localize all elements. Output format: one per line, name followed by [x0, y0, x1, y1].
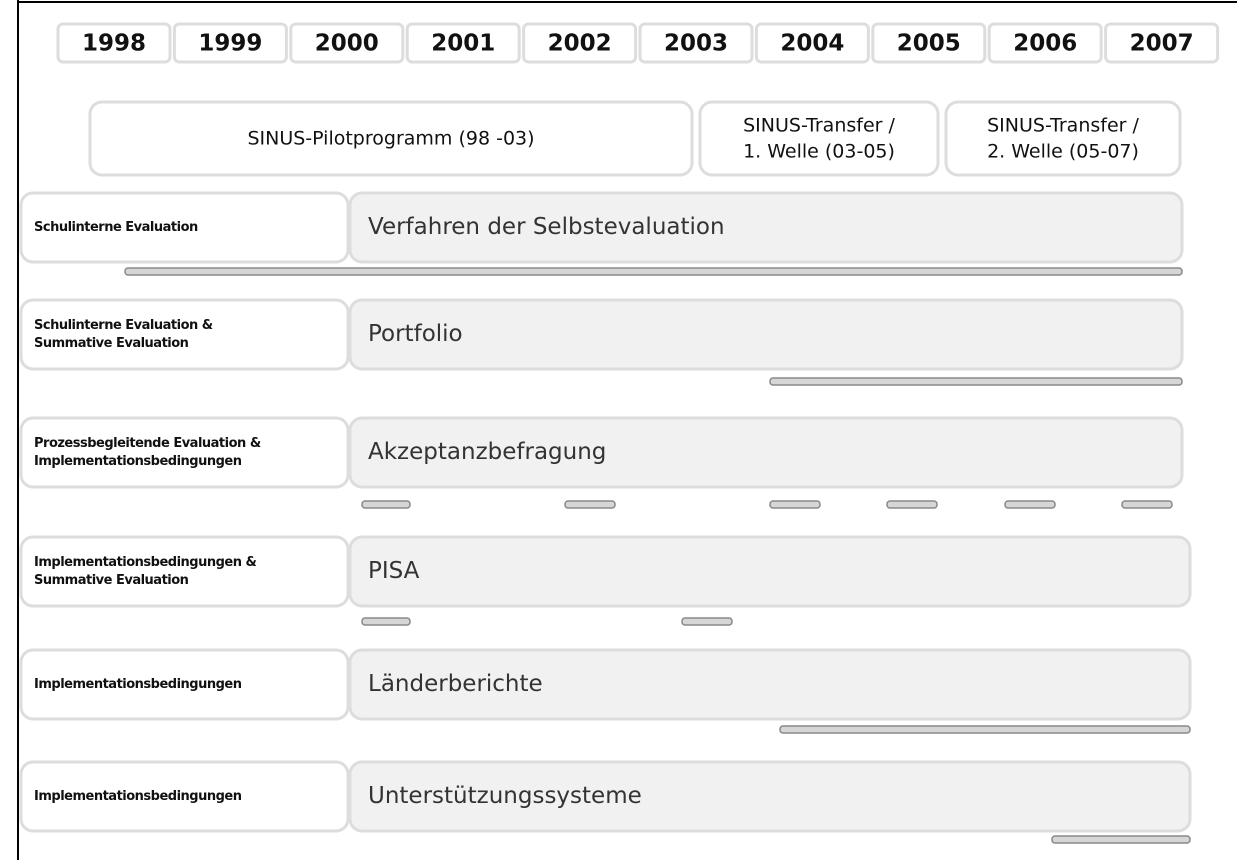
row-content-box: [348, 760, 1192, 833]
period-bar: [681, 617, 733, 626]
row-title: Portfolio: [368, 321, 463, 347]
row-label: Implementationsbedingungen: [34, 454, 242, 469]
row-title: Akzeptanzbefragung: [368, 439, 606, 465]
phase-box: [88, 100, 694, 177]
year-box: [172, 22, 288, 64]
year-box: [405, 22, 521, 64]
year-box: [871, 22, 987, 64]
row-label-box: [19, 648, 350, 721]
year-label: 2002: [548, 31, 612, 57]
period-bar: [124, 267, 1183, 276]
row-label-box: [19, 416, 350, 489]
year-box: [638, 22, 754, 64]
year-label: 2006: [1013, 31, 1077, 57]
period-bar: [779, 725, 1191, 734]
period-bar: [361, 617, 411, 626]
row-title: Unterstützungssysteme: [368, 783, 642, 809]
row-label: Summative Evaluation: [34, 573, 189, 588]
year-label: 2007: [1130, 31, 1194, 57]
row-label-box: [19, 191, 350, 264]
period-bar: [886, 500, 938, 509]
phase-label: SINUS-Transfer /: [743, 115, 895, 137]
row-title: Länderberichte: [368, 671, 543, 697]
year-label: 2004: [780, 31, 844, 57]
row-label: Implementationsbedingungen &: [34, 555, 257, 570]
row-label: Summative Evaluation: [34, 336, 189, 351]
phase-box: [698, 100, 940, 177]
period-bar: [769, 377, 1183, 386]
row-label: Prozessbegleitende Evaluation &: [34, 436, 261, 451]
row-content-box: [348, 298, 1184, 371]
row-title: Verfahren der Selbstevaluation: [368, 214, 725, 240]
row-content-box: [348, 535, 1192, 608]
phase-label: 1. Welle (03-05): [743, 141, 895, 163]
year-label: 2003: [664, 31, 728, 57]
year-label: 2001: [431, 31, 495, 57]
row-label-box: [19, 535, 350, 608]
phase-label: 2. Welle (05-07): [987, 141, 1139, 163]
period-bar: [769, 500, 821, 509]
year-box: [754, 22, 870, 64]
row-label: Schulinterne Evaluation: [34, 220, 198, 235]
year-box: [987, 22, 1103, 64]
row-label: Schulinterne Evaluation &: [34, 318, 213, 333]
row-label: Implementationsbedingungen: [34, 677, 242, 692]
year-label: 2005: [897, 31, 961, 57]
row-label: Implementationsbedingungen: [34, 789, 242, 804]
row-content-box: [348, 416, 1184, 489]
year-label: 1998: [82, 31, 146, 57]
period-bar: [1121, 500, 1173, 509]
year-box: [1104, 22, 1220, 64]
phase-label: SINUS-Transfer /: [987, 115, 1139, 137]
year-label: 1999: [198, 31, 262, 57]
year-label: 2000: [315, 31, 379, 57]
row-content-box: [348, 648, 1192, 721]
row-label-box: [19, 298, 350, 371]
period-bar: [1051, 835, 1191, 844]
period-bar: [564, 500, 616, 509]
row-label-box: [19, 760, 350, 833]
period-bar: [361, 500, 411, 509]
year-box: [289, 22, 405, 64]
row-content-box: [348, 191, 1184, 264]
period-bar: [1004, 500, 1056, 509]
year-box: [56, 22, 172, 64]
year-box: [522, 22, 638, 64]
phase-label: SINUS-Pilotprogramm (98 -03): [247, 128, 534, 150]
phase-box: [944, 100, 1182, 177]
row-title: PISA: [368, 558, 420, 584]
